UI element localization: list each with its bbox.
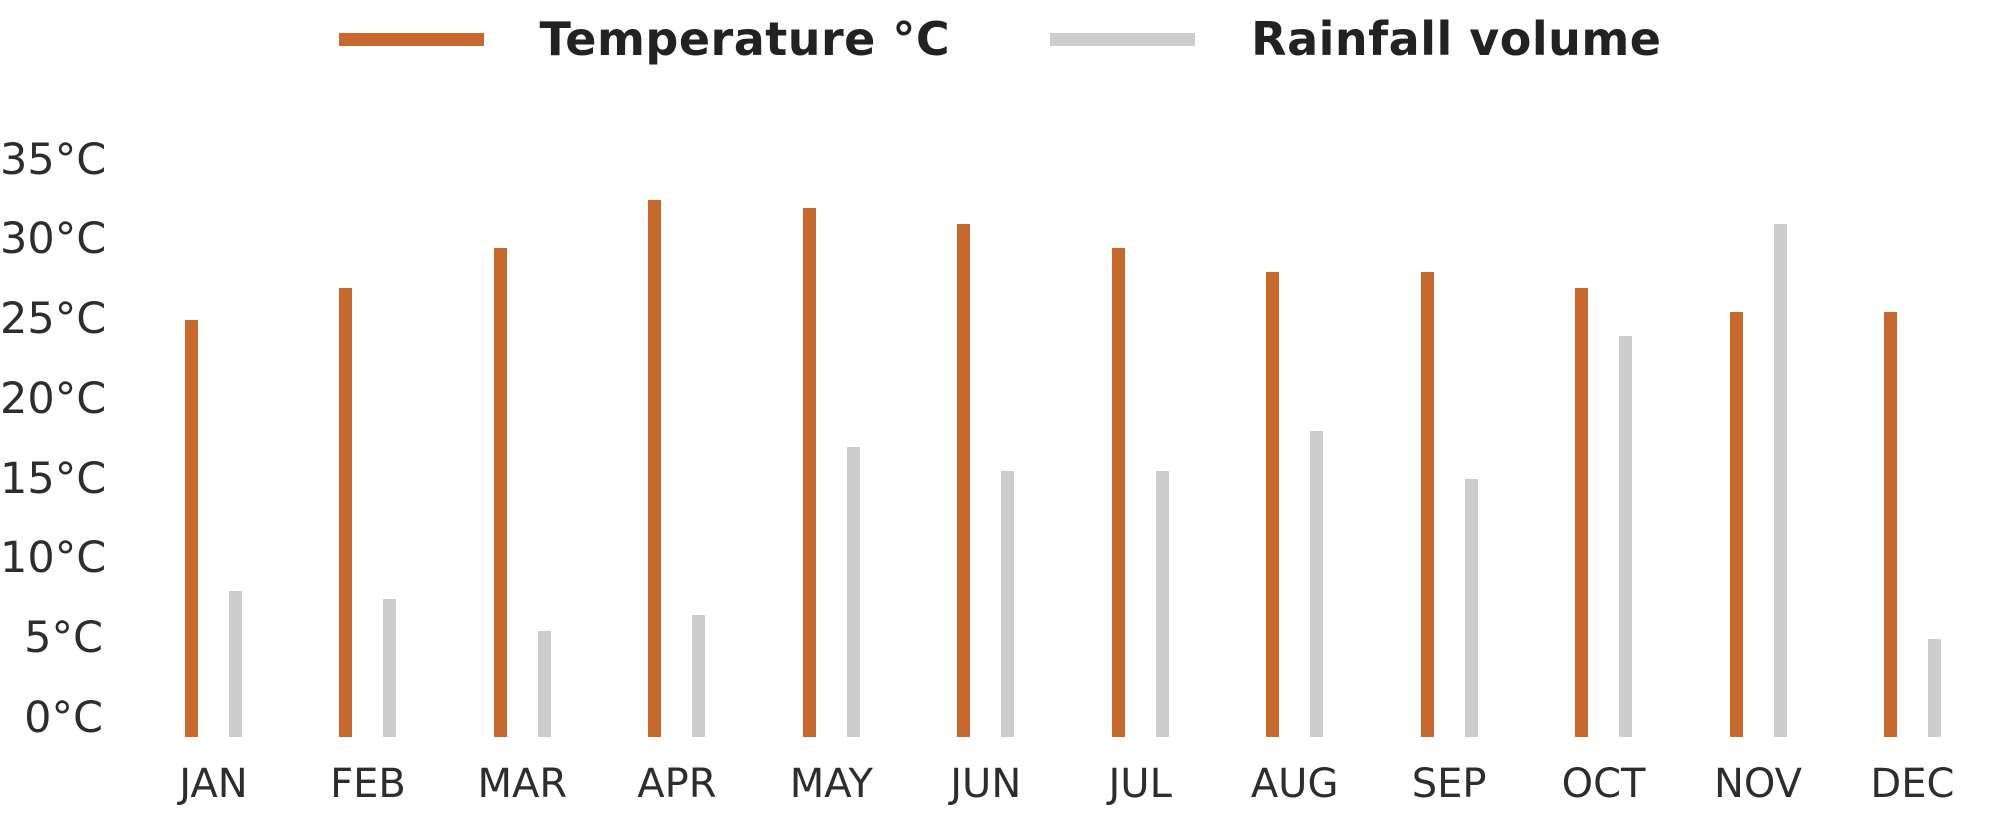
- temperature-bar: [957, 223, 971, 737]
- rainfall-legend-swatch: [1050, 32, 1196, 46]
- x-axis-label: JAN: [179, 761, 248, 807]
- temperature-bar: [493, 247, 507, 737]
- y-axis-label: 5°C: [24, 613, 103, 664]
- y-axis-label: 15°C: [0, 453, 107, 504]
- temperature-bar: [185, 319, 198, 737]
- rainfall-legend-label: Rainfall volume: [1251, 12, 1662, 66]
- x-axis-label: SEP: [1411, 761, 1487, 807]
- rainfall-bar: [846, 447, 860, 737]
- y-axis-label: 35°C: [0, 134, 107, 185]
- x-axis-label: DEC: [1870, 761, 1955, 807]
- x-axis-label: APR: [637, 761, 717, 807]
- x-axis-label: AUG: [1250, 761, 1339, 807]
- rainfall-bar: [1927, 638, 1941, 737]
- temperature-legend-swatch: [338, 32, 484, 46]
- y-axis-label: 20°C: [0, 373, 107, 424]
- temperature-bar: [1575, 287, 1589, 737]
- x-axis-label: NOV: [1713, 761, 1803, 807]
- rainfall-bar: [229, 590, 242, 737]
- rainfall-bar: [383, 598, 397, 737]
- x-axis-label: JUN: [950, 761, 1022, 807]
- temperature-bar: [1729, 311, 1743, 737]
- y-axis-label: 25°C: [0, 294, 107, 345]
- rainfall-bar: [1001, 471, 1015, 737]
- y-axis-label: 0°C: [24, 693, 103, 743]
- temperature-bar: [1420, 271, 1434, 737]
- x-axis-label: MAR: [477, 761, 568, 807]
- legend: Temperature °C Rainfall volume: [0, 10, 2000, 68]
- y-axis-label: 10°C: [0, 533, 107, 584]
- temperature-bar: [1111, 247, 1125, 737]
- temperature-legend-label: Temperature °C: [539, 12, 951, 66]
- rainfall-bar: [1773, 223, 1787, 737]
- legend-item-temperature: Temperature °C: [338, 12, 951, 66]
- x-axis-label: MAY: [789, 761, 873, 807]
- rainfall-bar: [1155, 471, 1169, 737]
- x-axis-label: OCT: [1561, 761, 1646, 807]
- x-axis-label: JUL: [1108, 761, 1172, 807]
- x-axis-label: FEB: [330, 761, 406, 807]
- temperature-bar: [802, 207, 816, 737]
- legend-item-rainfall: Rainfall volume: [1050, 12, 1661, 66]
- rainfall-bar: [692, 614, 706, 737]
- rainfall-bar: [1619, 335, 1633, 737]
- temperature-bar: [339, 287, 353, 737]
- rainfall-bar: [1310, 431, 1324, 737]
- rainfall-bar: [537, 630, 551, 737]
- temperature-bar: [648, 199, 662, 737]
- rainfall-bar: [1464, 479, 1478, 737]
- temperature-bar: [1883, 311, 1897, 737]
- y-axis-label: 30°C: [0, 214, 107, 265]
- temperature-bar: [1266, 271, 1280, 737]
